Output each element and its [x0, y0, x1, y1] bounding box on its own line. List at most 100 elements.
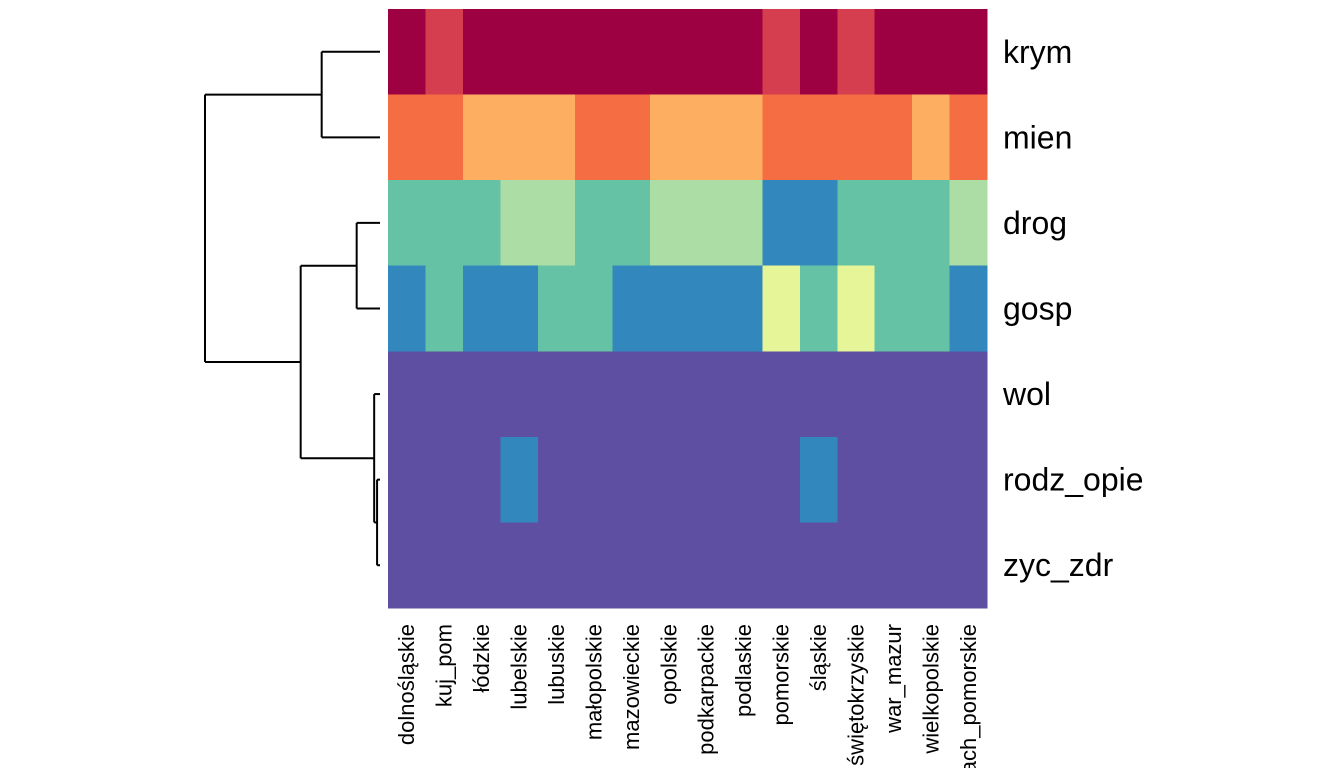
heatmap-cell	[724, 9, 763, 96]
heatmap-cells	[388, 9, 988, 609]
column-label: lubuskie	[544, 624, 569, 705]
heatmap-cell	[874, 351, 913, 438]
column-label: kuj_pom	[432, 624, 457, 707]
heatmap-cell	[650, 9, 689, 96]
heatmap-cell	[912, 436, 951, 524]
column-labels: dolnośląskie kuj_pom łódzkie lubelskie lubus…	[394, 624, 981, 768]
column-label: opolskie	[656, 624, 681, 705]
heatmap-cell	[687, 522, 726, 609]
heatmap-cell	[462, 522, 501, 609]
heatmap-cell	[949, 436, 988, 524]
heatmap-cell	[799, 265, 838, 352]
heatmap-cell	[462, 94, 501, 181]
heatmap-cell	[388, 265, 427, 352]
heatmap-cell	[612, 180, 651, 267]
heatmap-cell	[537, 180, 576, 267]
heatmap-cell	[462, 436, 501, 524]
heatmap-cell	[724, 265, 763, 352]
column-label: mazowieckie	[619, 624, 644, 750]
heatmap-cell	[575, 180, 614, 267]
heatmap-cell	[799, 9, 838, 96]
heatmap-cell	[650, 351, 689, 438]
heatmap-cell	[575, 522, 614, 609]
heatmap-cell	[874, 522, 913, 609]
heatmap-cell	[799, 180, 838, 267]
heatmap-cell	[575, 351, 614, 438]
heatmap-cell	[949, 522, 988, 609]
heatmap-cell	[799, 94, 838, 181]
heatmap-cell	[650, 436, 689, 524]
heatmap-cell	[687, 436, 726, 524]
column-label: pomorskie	[769, 624, 794, 725]
heatmap-cell	[687, 265, 726, 352]
heatmap-cell	[912, 351, 951, 438]
column-label: war_mazur	[881, 624, 906, 734]
row-label: rodz_opie	[1003, 462, 1144, 498]
heatmap-cell	[425, 351, 464, 438]
heatmap-cell	[837, 9, 876, 96]
heatmap-cell	[537, 436, 576, 524]
row-dendrogram	[204, 50, 380, 567]
heatmap-cell	[762, 436, 801, 524]
row-label: gosp	[1003, 291, 1072, 327]
heatmap-cell	[949, 265, 988, 352]
heatmap-cell	[500, 436, 539, 524]
heatmap-cell	[724, 436, 763, 524]
heatmap-cell	[612, 522, 651, 609]
heatmap-cell	[388, 522, 427, 609]
heatmap-cell	[575, 436, 614, 524]
column-label: śląskie	[806, 624, 831, 691]
column-label: lubelskie	[507, 624, 532, 710]
heatmap-cell	[724, 180, 763, 267]
row-labels: krym mien drog gosp wol rodz_opie zyc_zdr	[1002, 34, 1144, 583]
heatmap-cell	[949, 351, 988, 438]
heatmap-cell	[500, 265, 539, 352]
heatmap-cell	[912, 9, 951, 96]
heatmap-cell	[388, 9, 427, 96]
heatmap-cell	[762, 180, 801, 267]
heatmap-cell	[874, 180, 913, 267]
heatmap-cell	[837, 436, 876, 524]
column-label: zach_pomorskie	[956, 624, 981, 768]
heatmap-cell	[837, 351, 876, 438]
column-label: podlaskie	[731, 624, 756, 717]
heatmap-cell	[425, 9, 464, 96]
heatmap-cell	[500, 180, 539, 267]
heatmap-cell	[762, 351, 801, 438]
heatmap-cell	[500, 351, 539, 438]
heatmap-cell	[612, 9, 651, 96]
heatmap-cell	[912, 265, 951, 352]
heatmap-cell	[724, 94, 763, 181]
column-label: dolnośląskie	[394, 624, 419, 745]
heatmap-cell	[462, 180, 501, 267]
heatmap-cell	[874, 9, 913, 96]
heatmap-cell	[724, 522, 763, 609]
row-label: krym	[1003, 34, 1072, 70]
heatmap-cell	[388, 180, 427, 267]
row-label: mien	[1003, 119, 1072, 155]
row-label: drog	[1003, 205, 1067, 241]
heatmap-cell	[687, 94, 726, 181]
heatmap-cell	[537, 9, 576, 96]
row-label: zyc_zdr	[1003, 547, 1114, 583]
heatmap-cell	[837, 180, 876, 267]
heatmap-cell	[537, 94, 576, 181]
heatmap-cell	[612, 265, 651, 352]
heatmap-cell	[462, 351, 501, 438]
heatmap-cell	[724, 351, 763, 438]
heatmap-cell	[388, 94, 427, 181]
heatmap-cell	[687, 180, 726, 267]
heatmap-cell	[575, 94, 614, 181]
heatmap-cell	[949, 94, 988, 181]
heatmap-cell	[388, 436, 427, 524]
heatmap-cell	[500, 9, 539, 96]
heatmap-cell	[462, 9, 501, 96]
heatmap-cell	[537, 351, 576, 438]
heatmap-cell	[500, 94, 539, 181]
heatmap-cell	[762, 94, 801, 181]
heatmap-cell	[500, 522, 539, 609]
column-label: łódzkie	[469, 624, 494, 692]
heatmap-cell	[537, 522, 576, 609]
heatmap-cell	[462, 265, 501, 352]
